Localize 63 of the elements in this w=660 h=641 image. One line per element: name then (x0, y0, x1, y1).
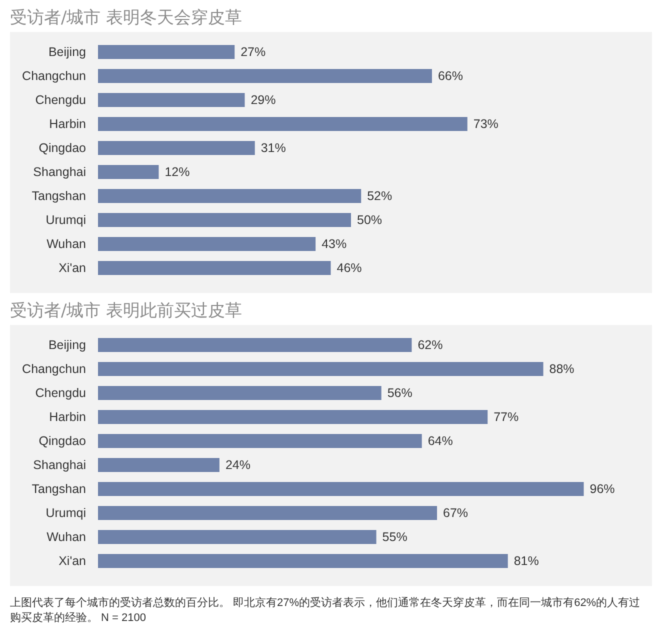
bar (98, 93, 245, 107)
bar (98, 141, 255, 155)
chart-title: 受访者/城市 表明冬天会穿皮草 (9, 7, 244, 30)
data-label: 96% (590, 482, 615, 496)
y-tick-label: Wuhan (46, 237, 86, 251)
y-tick-label: Urumqi (46, 506, 86, 520)
y-tick-label: Chengdu (35, 93, 86, 107)
y-tick-label: Urumqi (46, 213, 86, 227)
bar (98, 117, 468, 131)
bar (98, 458, 220, 472)
y-tick-label: Harbin (49, 410, 86, 424)
bar (98, 386, 382, 400)
y-tick-label: Xi'an (58, 554, 86, 568)
y-tick-label: Tangshan (32, 189, 86, 203)
bar (98, 554, 508, 568)
data-label: 50% (357, 213, 382, 227)
bar (98, 506, 438, 520)
data-label: 55% (382, 530, 408, 544)
y-tick-label: Chengdu (35, 386, 86, 400)
bar (98, 261, 331, 275)
data-label: 52% (367, 189, 392, 203)
y-tick-label: Qingdao (38, 141, 86, 155)
text: 上图代表了每个城市的受访者总数的百分比。 即北京有27%的受访者表示，他们通常在冬天穿皮革，而在同一城市有62%的人有过购买皮革的经验。 N = 2100 (9, 596, 642, 626)
data-label: 88% (549, 362, 574, 376)
bar (98, 237, 316, 251)
bar (98, 165, 159, 179)
data-label: 24% (225, 458, 250, 472)
y-tick-label: Shanghai (33, 165, 86, 179)
data-label: 27% (240, 45, 266, 59)
y-tick-label: Shanghai (33, 458, 86, 472)
y-tick-label: Beijing (48, 45, 86, 59)
y-tick-label: Changchun (22, 362, 86, 376)
chart-title: 受访者/城市 表明此前买过皮草 (9, 300, 244, 323)
bar (98, 189, 362, 203)
data-label: 29% (250, 93, 276, 107)
bar (98, 69, 432, 83)
data-label: 43% (322, 237, 347, 251)
y-tick-label: Wuhan (46, 530, 86, 544)
data-label: 81% (514, 554, 539, 568)
y-tick-label: Harbin (49, 117, 86, 131)
bar (98, 530, 376, 544)
data-label: 67% (443, 506, 468, 520)
data-label: 56% (387, 386, 412, 400)
bar (98, 213, 351, 227)
data-label: 64% (428, 434, 453, 448)
data-label: 12% (164, 165, 190, 179)
y-tick-label: Tangshan (32, 482, 86, 496)
bar (98, 362, 544, 376)
data-label: 62% (418, 338, 443, 352)
y-tick-label: Beijing (48, 338, 86, 352)
bar (98, 434, 422, 448)
y-tick-label: Changchun (22, 69, 86, 83)
y-tick-label: Qingdao (38, 434, 86, 448)
data-label: 46% (336, 261, 362, 275)
data-label: 66% (438, 69, 463, 83)
y-tick-label: Xi'an (58, 261, 86, 275)
bar (98, 482, 584, 496)
data-label: 77% (494, 410, 519, 424)
bar (98, 45, 235, 59)
bar (98, 410, 488, 424)
bar (98, 338, 412, 352)
data-label: 73% (473, 117, 498, 131)
data-label: 31% (260, 141, 286, 155)
